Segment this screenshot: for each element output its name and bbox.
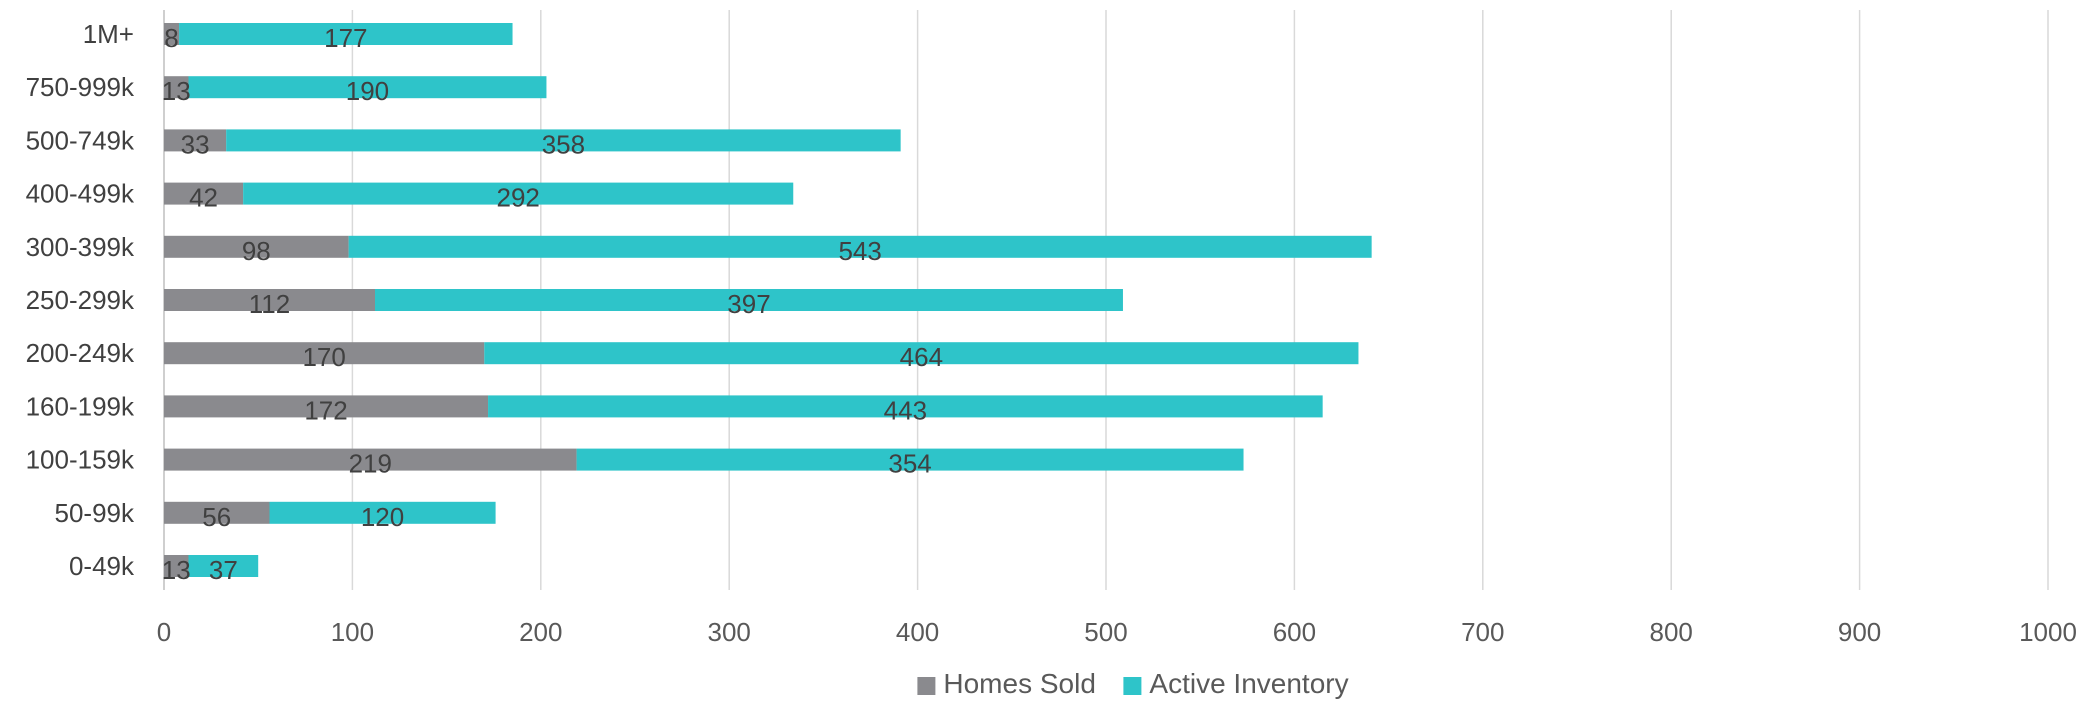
legend-swatch xyxy=(1123,677,1142,695)
legend-swatch xyxy=(917,677,936,695)
x-tick-label: 200 xyxy=(519,617,562,647)
data-label: 172 xyxy=(304,395,347,425)
bar xyxy=(488,395,1323,418)
bar xyxy=(164,182,244,205)
bar xyxy=(164,501,270,524)
data-label: 13 xyxy=(162,555,191,585)
data-label: 13 xyxy=(162,76,191,106)
x-tick-label: 900 xyxy=(1838,617,1881,647)
data-label: 98 xyxy=(242,236,271,266)
bar xyxy=(164,555,189,577)
data-label: 543 xyxy=(838,236,881,266)
data-label: 177 xyxy=(324,23,367,53)
bar xyxy=(164,289,376,311)
bar xyxy=(179,23,513,45)
data-label: 397 xyxy=(727,289,770,319)
bar xyxy=(188,76,547,99)
data-label: 170 xyxy=(302,342,345,372)
bar xyxy=(164,129,227,152)
bar xyxy=(164,448,577,471)
category-label: 250-299k xyxy=(26,285,135,315)
value-axis: 0 100 200 300 400 500 600 700 800 900 1000 xyxy=(157,617,2077,647)
data-label: 354 xyxy=(888,449,931,479)
data-label: 443 xyxy=(884,395,927,425)
category-label: 160-199k xyxy=(26,391,135,421)
x-tick-label: 300 xyxy=(708,617,751,647)
category-label: 300-399k xyxy=(26,232,135,262)
data-label: 112 xyxy=(249,289,290,319)
bar xyxy=(164,395,489,418)
bars xyxy=(164,23,1372,577)
data-label: 292 xyxy=(496,183,539,213)
x-tick-label: 0 xyxy=(157,617,171,647)
data-label: 190 xyxy=(346,76,389,106)
data-label: 464 xyxy=(900,342,943,372)
data-label: 8 xyxy=(164,23,178,53)
category-label: 400-499k xyxy=(26,179,135,209)
category-label: 50-99k xyxy=(55,498,135,528)
bar xyxy=(243,182,794,205)
category-label: 1M+ xyxy=(83,19,134,49)
x-tick-label: 600 xyxy=(1273,617,1316,647)
data-labels: 8 177 13 190 33 358 42 292 98 543 112 397 170 464 172 4… xyxy=(162,23,943,585)
category-label: 750-999k xyxy=(26,72,135,102)
x-tick-label: 800 xyxy=(1650,617,1693,647)
data-label: 33 xyxy=(181,129,210,159)
legend-label: Homes Sold xyxy=(943,668,1096,699)
x-tick-label: 500 xyxy=(1084,617,1127,647)
data-label: 358 xyxy=(542,129,585,159)
legend: Homes Sold Active Inventory xyxy=(917,668,1349,699)
category-label: 200-249k xyxy=(26,338,135,368)
bar xyxy=(484,342,1359,365)
category-label: 100-159k xyxy=(26,445,135,475)
data-label: 37 xyxy=(209,555,238,585)
data-label: 56 xyxy=(202,502,231,532)
x-tick-label: 400 xyxy=(896,617,939,647)
bar xyxy=(164,342,485,365)
bar xyxy=(269,501,496,524)
bar xyxy=(164,23,180,45)
x-tick-label: 100 xyxy=(331,617,374,647)
bar xyxy=(576,448,1244,471)
legend-label: Active Inventory xyxy=(1149,668,1348,699)
category-axis: 1M+ 750-999k 500-749k 400-499k 300-399k 250-2… xyxy=(26,19,135,581)
data-label: 42 xyxy=(189,183,218,213)
data-label: 120 xyxy=(361,502,404,532)
data-label: 219 xyxy=(349,449,392,479)
bar xyxy=(164,235,349,258)
bar xyxy=(164,76,189,99)
bar xyxy=(348,235,1372,258)
bar xyxy=(188,555,259,577)
bar xyxy=(226,129,901,152)
category-label: 0-49k xyxy=(69,551,135,581)
x-tick-label: 1000 xyxy=(2019,617,2077,647)
category-label: 500-749k xyxy=(26,125,135,155)
bar xyxy=(375,289,1123,311)
x-tick-label: 700 xyxy=(1461,617,1504,647)
